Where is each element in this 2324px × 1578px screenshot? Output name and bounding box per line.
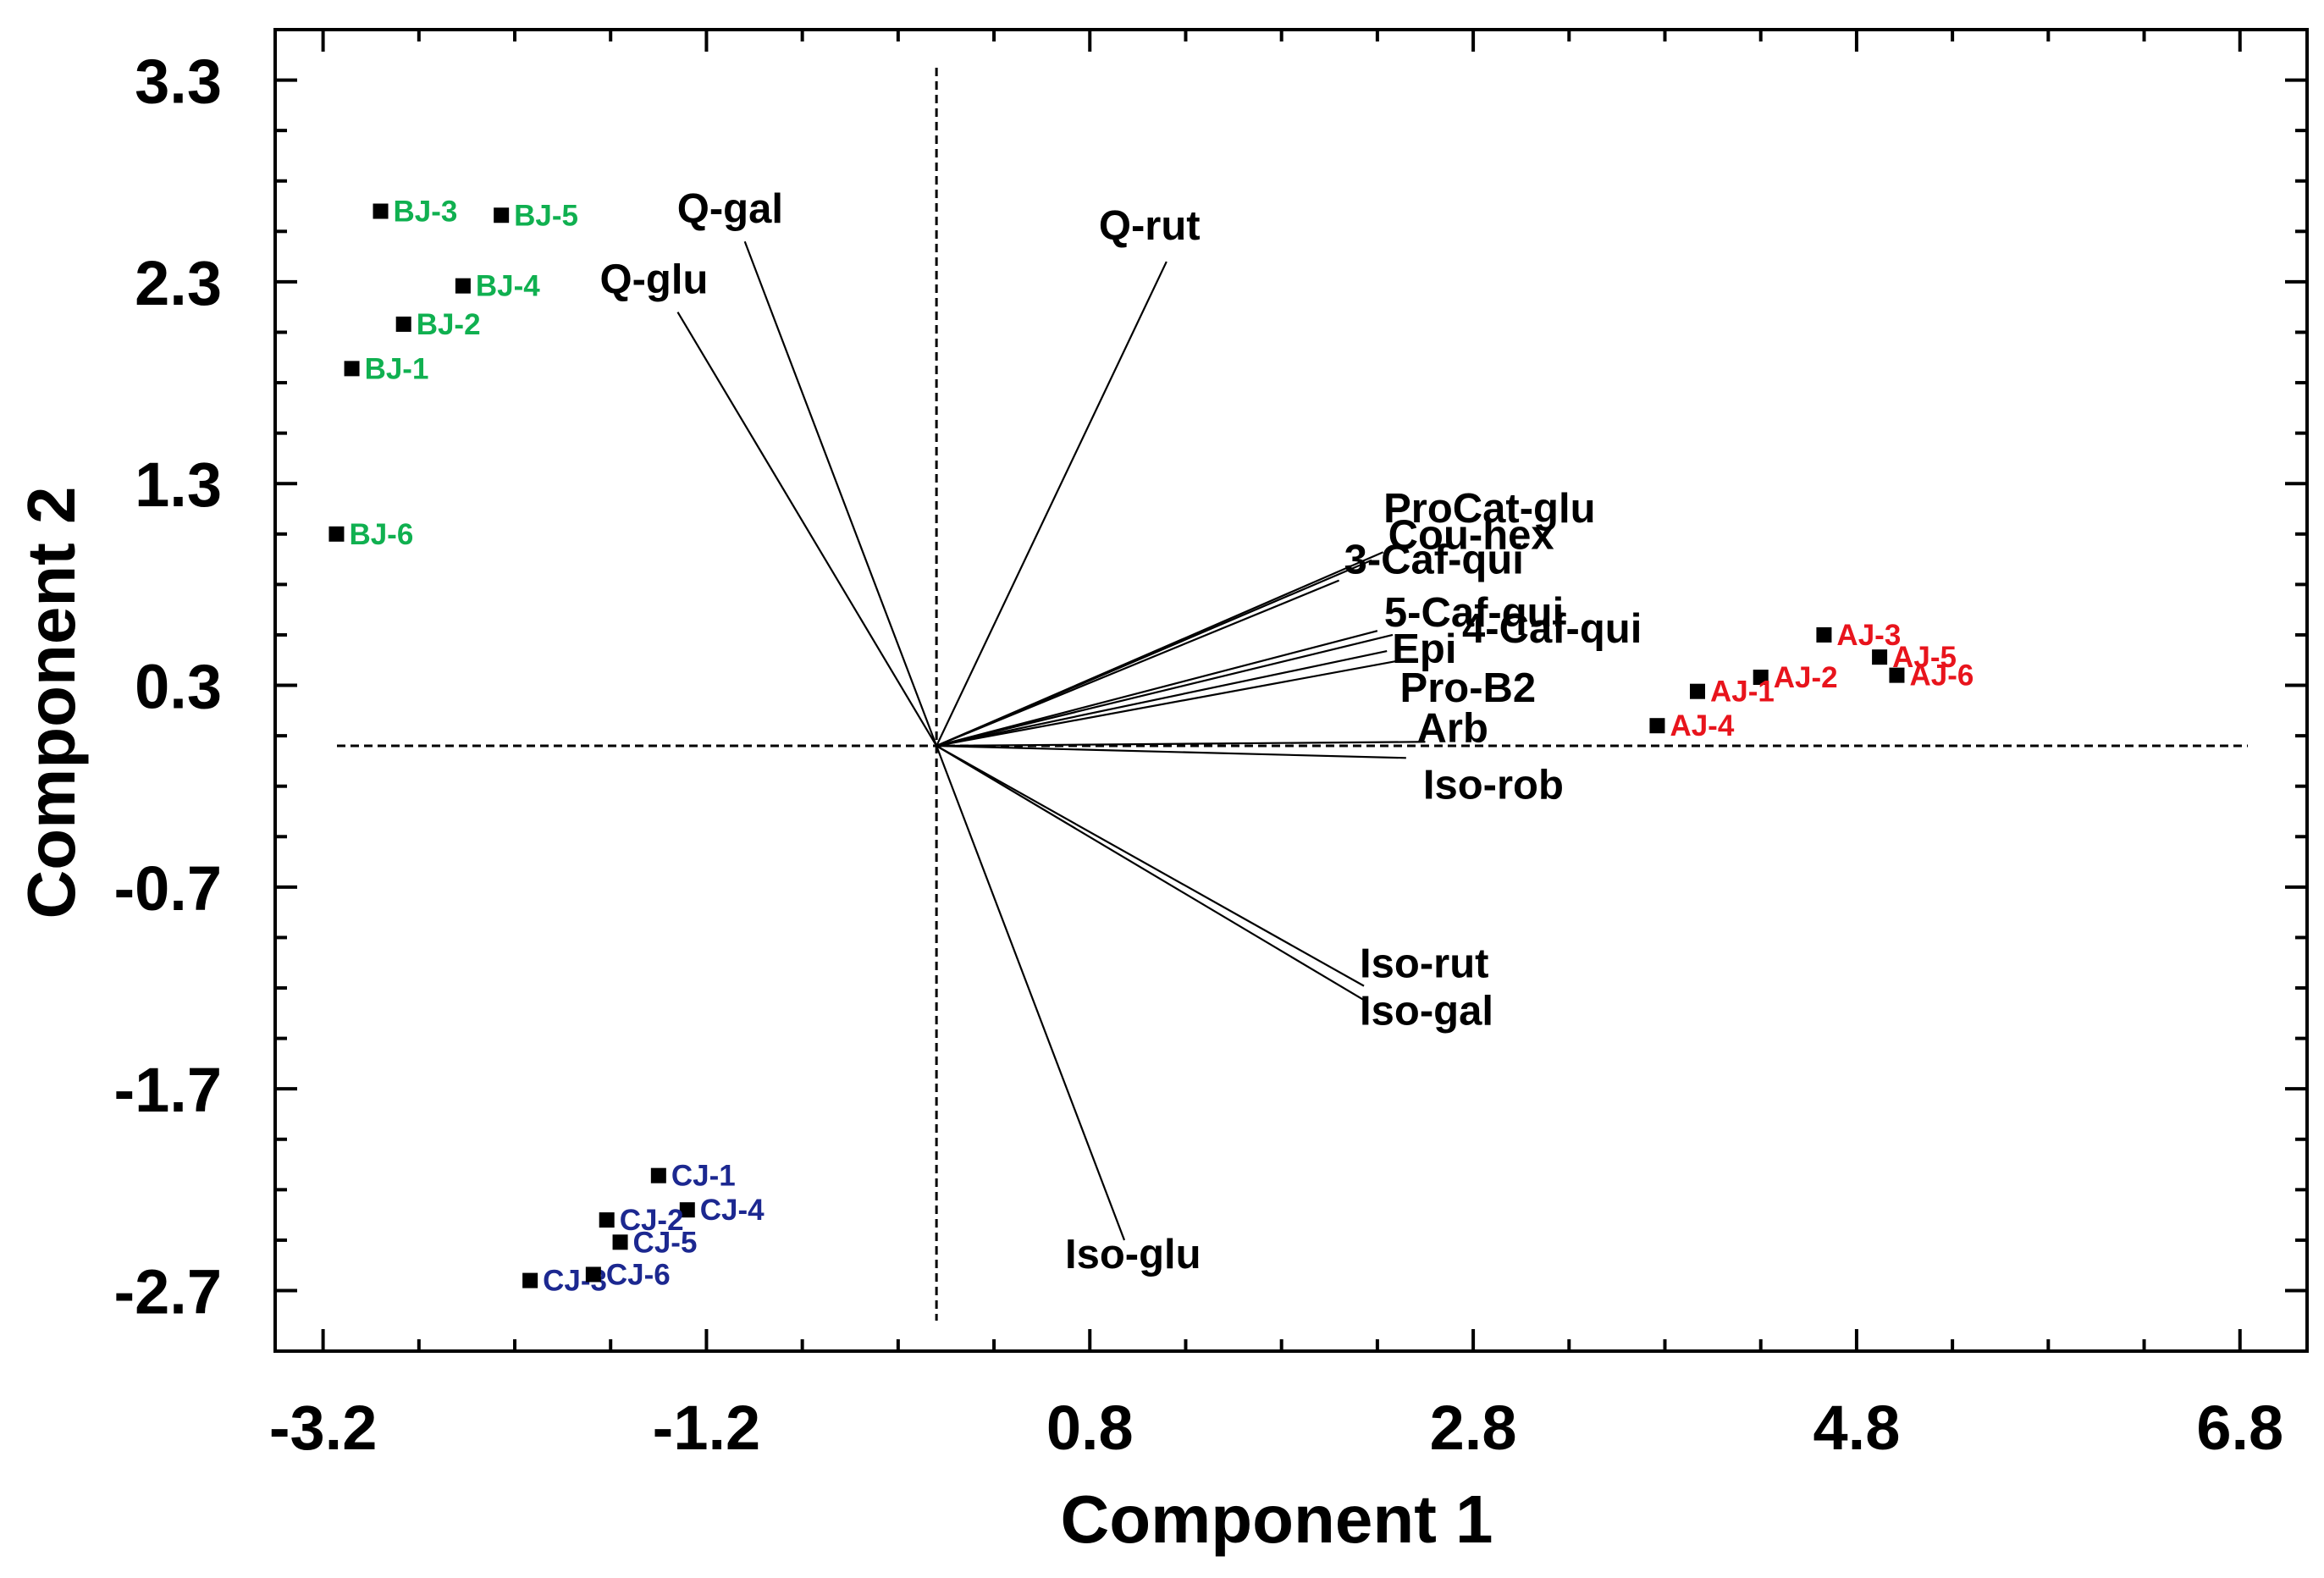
- y-tick-label: -2.7: [113, 1257, 222, 1327]
- loading-vector-epi: [936, 649, 1388, 748]
- score-point-aj-4: [1649, 718, 1665, 734]
- y-axis-title: Component 2: [14, 486, 89, 919]
- x-tick-label: 2.8: [1430, 1393, 1517, 1463]
- loading-label-iso-glu: Iso-glu: [1065, 1232, 1201, 1277]
- score-point-bj-1: [344, 361, 360, 377]
- loading-vector-pro-b2: [936, 659, 1397, 748]
- loading-vector-iso-gal: [936, 745, 1365, 1001]
- x-tick-label: -3.2: [269, 1393, 378, 1463]
- loading-vector-iso-rut: [936, 745, 1365, 987]
- y-tick-label: 1.3: [135, 450, 222, 520]
- loading-label-iso-gal: Iso-gal: [1360, 988, 1493, 1034]
- score-label-bj-3: BJ-3: [394, 195, 458, 228]
- loading-vector-3-caf-qui: [936, 579, 1340, 748]
- y-tick-label: -0.7: [113, 853, 222, 924]
- loading-label-procat-glu: ProCat-glu: [1383, 486, 1595, 532]
- score-point-aj-2: [1753, 670, 1769, 686]
- loading-label-cou-hex: Cou-hex: [1388, 512, 1554, 558]
- score-label-aj-4: AJ-4: [1670, 709, 1734, 742]
- loading-vector-4-caf-qui: [936, 633, 1394, 748]
- score-point-cj-5: [612, 1234, 628, 1250]
- score-point-bj-6: [328, 526, 345, 542]
- score-point-cj-6: [585, 1266, 601, 1283]
- score-label-cj-5: CJ-5: [633, 1226, 698, 1259]
- score-point-cj-2: [599, 1212, 615, 1228]
- loading-vector-q-rut: [936, 261, 1168, 747]
- loading-label-q-glu: Q-glu: [599, 257, 708, 303]
- score-label-aj-6: AJ-6: [1909, 659, 1973, 692]
- loading-label-arb: Arb: [1416, 705, 1488, 751]
- score-point-bj-3: [373, 203, 389, 219]
- loading-vector-5-caf-qui: [936, 630, 1378, 748]
- score-label-bj-2: BJ-2: [417, 308, 481, 341]
- loading-label-q-gal: Q-gal: [677, 186, 783, 232]
- loading-label-epi: Epi: [1392, 626, 1456, 672]
- loading-label-iso-rut: Iso-rut: [1360, 941, 1488, 987]
- loading-vector-iso-glu: [936, 745, 1126, 1241]
- score-point-cj-4: [679, 1202, 695, 1218]
- score-point-bj-2: [395, 316, 411, 332]
- score-label-bj-4: BJ-4: [476, 270, 540, 303]
- loading-vector-cou-hex: [936, 551, 1384, 748]
- score-point-aj-3: [1816, 626, 1832, 643]
- loading-vector-iso-rob: [936, 744, 1406, 759]
- score-label-cj-4: CJ-4: [700, 1194, 765, 1227]
- score-point-aj-6: [1889, 667, 1905, 683]
- score-label-bj-1: BJ-1: [365, 352, 429, 385]
- score-point-bj-5: [494, 207, 510, 223]
- plot-frame: [273, 28, 2309, 1353]
- loading-label-iso-rob: Iso-rob: [1423, 762, 1564, 808]
- x-axis-title: Component 1: [1060, 1481, 1493, 1557]
- loading-label-pro-b2: Pro-B2: [1400, 665, 1537, 711]
- score-label-cj-2: CJ-2: [620, 1204, 684, 1237]
- score-point-bj-4: [455, 278, 471, 294]
- loading-label-q-rut: Q-rut: [1099, 203, 1201, 249]
- axes: -3.2 -1.2 0.8 2.8 4.8 6.8 3.3 2.3 1.3 0.3 -0.7 -1.7…: [113, 28, 2309, 1463]
- loading-vector-q-gal: [743, 240, 938, 747]
- x-tick-label: 0.8: [1046, 1393, 1134, 1463]
- loading-label-4-caf-qui: 4-Caf-qui: [1462, 606, 1642, 652]
- score-point-cj-3: [522, 1272, 538, 1288]
- score-label-aj-3: AJ-3: [1836, 619, 1901, 652]
- loading-label-5-caf-qui: 5-Caf-qui: [1384, 590, 1564, 636]
- loading-vector-arb: [936, 741, 1426, 748]
- score-label-cj-6: CJ-6: [606, 1258, 671, 1291]
- score-point-aj-5: [1872, 649, 1888, 665]
- score-label-bj-5: BJ-5: [514, 199, 578, 232]
- loading-label-3-caf-qui: 3-Caf-qui: [1344, 538, 1524, 583]
- y-tick-label: 2.3: [135, 248, 222, 318]
- x-tick-label: 6.8: [2196, 1393, 2283, 1463]
- score-label-bj-6: BJ-6: [349, 518, 413, 551]
- loading-vectors: Q-gal Q-glu Q-rut ProCat-gluCou-hex3-Caf-qu…: [599, 186, 1642, 1277]
- score-points: BJ-3 BJ-5BJ-4BJ-2BJ-1BJ-6AJ-3AJ-5AJ-6AJ-2…: [328, 195, 1973, 1298]
- score-point-cj-1: [650, 1167, 666, 1184]
- score-label-aj-1: AJ-1: [1710, 676, 1775, 709]
- x-tick-label: 4.8: [1813, 1393, 1900, 1463]
- x-tick-label: -1.2: [653, 1393, 761, 1463]
- score-point-aj-1: [1690, 683, 1705, 699]
- reference-lines: [337, 68, 2248, 1321]
- y-tick-label: -1.7: [113, 1055, 222, 1125]
- y-tick-label: 3.3: [135, 47, 222, 117]
- loading-vector-q-glu: [676, 312, 938, 747]
- y-tick-label: 0.3: [135, 652, 222, 722]
- score-label-aj-2: AJ-2: [1774, 661, 1838, 694]
- score-label-cj-1: CJ-1: [671, 1160, 736, 1193]
